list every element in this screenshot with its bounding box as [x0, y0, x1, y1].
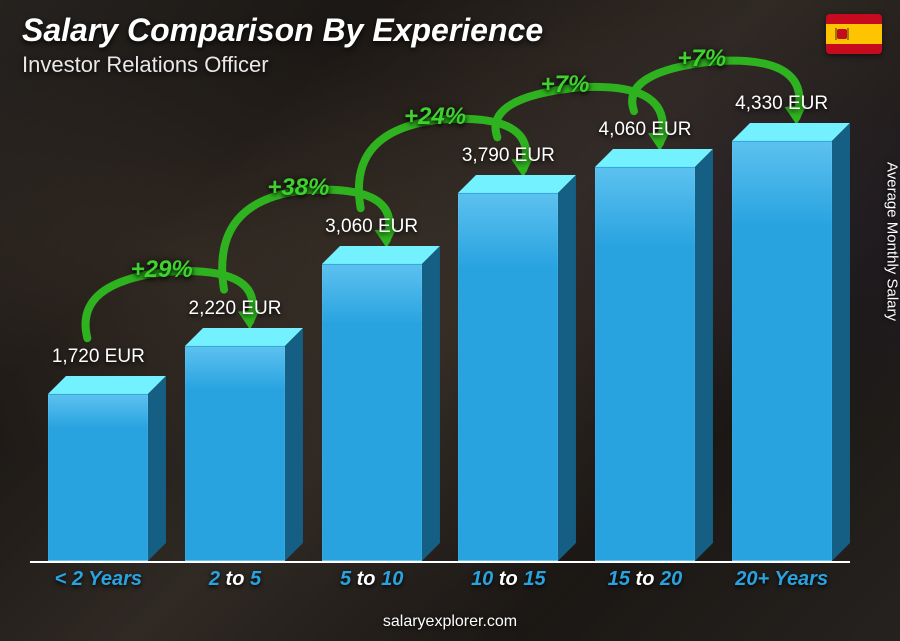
delta-label: +7% [541, 71, 590, 99]
footer-source: salaryexplorer.com [0, 613, 900, 631]
bar-value-label: 2,220 EUR [155, 298, 315, 320]
salary-bar-chart: 1,720 EUR< 2 Years2,220 EUR2 to 53,060 E… [30, 63, 850, 593]
bar-category-label: 15 to 20 [575, 568, 715, 591]
chart-baseline [30, 561, 850, 563]
bar-value-label: 1,720 EUR [18, 346, 178, 368]
bar-category-label: 2 to 5 [165, 568, 305, 591]
bar-value-label: 4,330 EUR [702, 93, 862, 115]
bar-value-label: 4,060 EUR [565, 119, 725, 141]
delta-label: +7% [677, 45, 726, 73]
delta-label: +24% [404, 103, 466, 131]
bar-category-label: 5 to 10 [302, 568, 442, 591]
bar-category-label: < 2 Years [28, 568, 168, 591]
bar-value-label: 3,060 EUR [292, 216, 452, 238]
delta-label: +38% [267, 174, 329, 202]
infographic-content: Salary Comparison By Experience Investor… [0, 0, 900, 641]
delta-label: +29% [131, 256, 193, 284]
bar-category-label: 20+ Years [712, 568, 852, 591]
y-axis-label: Average Monthly Salary [884, 162, 900, 321]
bar-category-label: 10 to 15 [438, 568, 578, 591]
bar-value-label: 3,790 EUR [428, 145, 588, 167]
